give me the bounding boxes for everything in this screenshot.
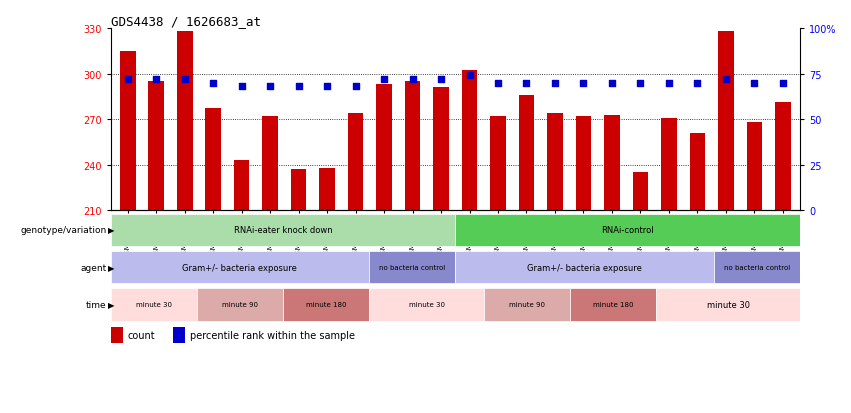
Bar <box>405 82 420 211</box>
Bar <box>148 82 164 211</box>
Text: ▶: ▶ <box>108 263 115 272</box>
Text: minute 30: minute 30 <box>135 301 172 308</box>
Point <box>406 76 420 83</box>
Bar <box>433 88 448 211</box>
Point <box>747 80 761 87</box>
Point <box>491 80 505 87</box>
Text: count: count <box>128 330 156 340</box>
Bar <box>656 288 800 321</box>
Bar <box>348 114 363 211</box>
Point <box>719 76 733 83</box>
Bar <box>518 95 534 211</box>
Bar <box>111 327 123 343</box>
Bar <box>197 288 283 321</box>
Text: ▶: ▶ <box>108 226 115 235</box>
Point <box>178 76 191 83</box>
Text: minute 30: minute 30 <box>408 301 444 308</box>
Bar <box>575 117 591 211</box>
Point <box>577 80 591 87</box>
Bar <box>369 251 455 284</box>
Bar <box>490 117 505 211</box>
Bar <box>689 133 705 211</box>
Point <box>548 80 562 87</box>
Text: minute 90: minute 90 <box>509 301 545 308</box>
Point <box>434 76 448 83</box>
Bar <box>291 170 306 211</box>
Bar <box>111 214 455 247</box>
Bar <box>376 85 392 211</box>
Bar <box>718 32 734 211</box>
Bar <box>484 288 570 321</box>
Bar <box>111 288 197 321</box>
Point <box>377 76 391 83</box>
Text: Gram+/- bacteria exposure: Gram+/- bacteria exposure <box>527 263 642 272</box>
Text: GDS4438 / 1626683_at: GDS4438 / 1626683_at <box>111 15 260 28</box>
Point <box>292 84 306 90</box>
Bar <box>661 118 677 211</box>
Point <box>463 73 477 79</box>
Text: genotype/variation: genotype/variation <box>20 226 106 235</box>
Bar <box>111 251 369 284</box>
Text: ▶: ▶ <box>108 300 115 309</box>
Point <box>206 80 220 87</box>
Bar <box>570 288 656 321</box>
Bar <box>205 109 221 211</box>
Point <box>634 80 648 87</box>
Bar <box>604 115 620 211</box>
Text: minute 30: minute 30 <box>706 300 750 309</box>
Point <box>121 76 134 83</box>
Point <box>320 84 334 90</box>
Point <box>263 84 277 90</box>
Text: RNAi-eater knock down: RNAi-eater knock down <box>234 226 332 235</box>
Bar <box>714 251 800 284</box>
Bar <box>262 117 278 211</box>
Text: minute 180: minute 180 <box>593 301 633 308</box>
Text: percentile rank within the sample: percentile rank within the sample <box>190 330 355 340</box>
Bar <box>746 123 762 211</box>
Bar <box>547 114 563 211</box>
Bar <box>120 52 135 211</box>
Text: no bacteria control: no bacteria control <box>379 264 445 271</box>
Point <box>349 84 363 90</box>
Text: agent: agent <box>80 263 106 272</box>
Bar <box>319 168 335 211</box>
Text: minute 180: minute 180 <box>306 301 346 308</box>
Bar <box>177 32 192 211</box>
Point <box>776 80 790 87</box>
Bar <box>283 288 369 321</box>
Text: RNAi-control: RNAi-control <box>602 226 654 235</box>
Bar <box>173 327 185 343</box>
Point <box>520 80 534 87</box>
Bar <box>775 103 791 211</box>
Bar <box>462 71 477 211</box>
Text: minute 90: minute 90 <box>222 301 258 308</box>
Bar <box>455 251 714 284</box>
Point <box>235 84 248 90</box>
Bar <box>632 173 648 211</box>
Point <box>662 80 676 87</box>
Bar <box>369 288 484 321</box>
Point <box>691 80 705 87</box>
Point <box>605 80 619 87</box>
Bar <box>455 214 800 247</box>
Point <box>150 76 163 83</box>
Bar <box>234 161 249 211</box>
Text: Gram+/- bacteria exposure: Gram+/- bacteria exposure <box>182 263 297 272</box>
Text: no bacteria control: no bacteria control <box>723 264 790 271</box>
Text: time: time <box>86 300 106 309</box>
